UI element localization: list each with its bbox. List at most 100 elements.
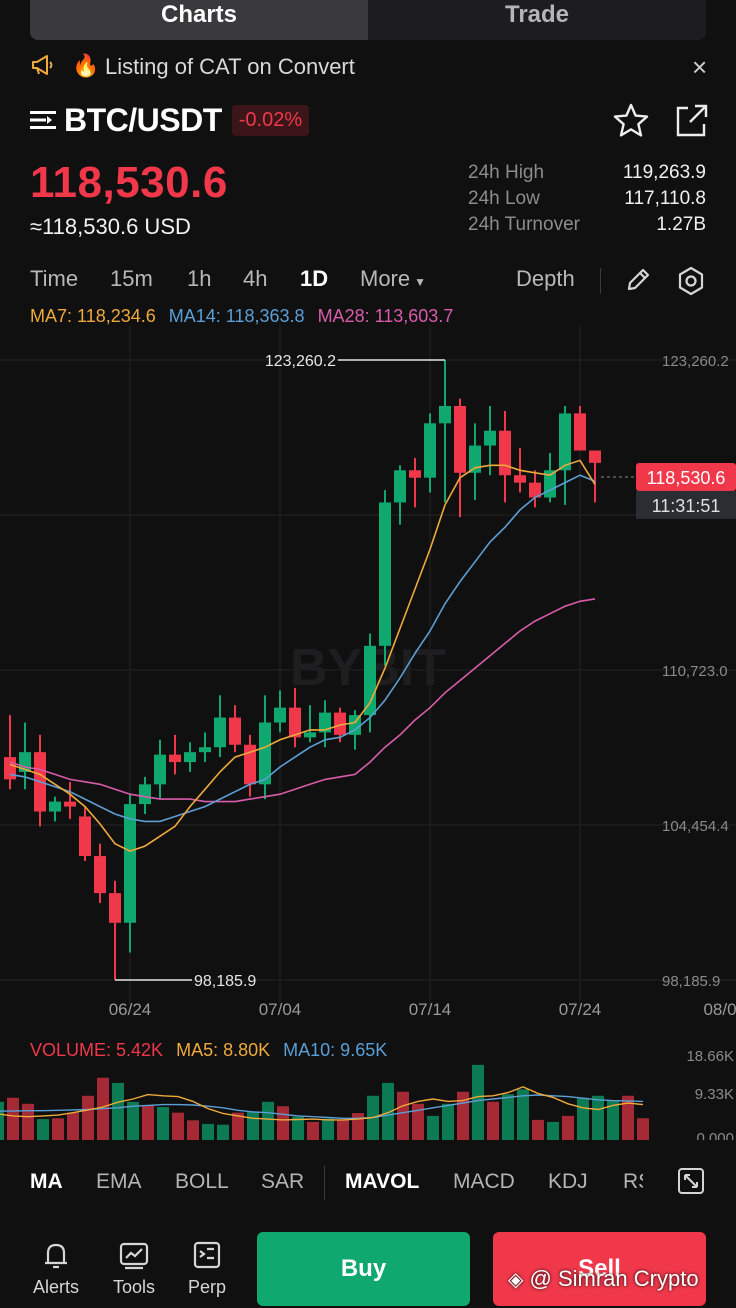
candle-up	[364, 645, 376, 716]
volume-ma5-line	[0, 1086, 644, 1121]
pair-menu-icon[interactable]	[30, 108, 58, 132]
date-axis-label: 06/24	[109, 1000, 152, 1019]
tab-trade[interactable]: Trade	[504, 1, 570, 28]
volume-bar	[352, 1113, 364, 1140]
nav-perp[interactable]: Perp	[177, 1238, 237, 1298]
volume-bar	[397, 1091, 409, 1140]
volume-bar	[547, 1121, 559, 1140]
ma28-line	[9, 598, 596, 803]
date-axis-label: 07/14	[409, 1000, 452, 1019]
divider	[600, 268, 601, 294]
candle-up	[379, 502, 391, 646]
candle-up	[154, 754, 166, 785]
volume-bar	[82, 1095, 94, 1140]
stat-label: 24h High	[468, 162, 545, 183]
ma14-value: MA14: 118,363.8	[168, 306, 305, 326]
stat-label: 24h Turnover	[468, 214, 580, 235]
candle-up	[469, 445, 481, 473]
volume-bar	[247, 1111, 259, 1140]
volume-bar	[292, 1116, 304, 1140]
ind-kdj[interactable]: KDJ	[548, 1170, 588, 1193]
close-icon[interactable]: ×	[692, 52, 708, 82]
volume-bar	[472, 1064, 484, 1140]
volume-bar	[322, 1118, 334, 1140]
candle-down	[244, 744, 256, 785]
candle-up	[274, 707, 286, 723]
tf-more[interactable]: More ▼	[360, 266, 426, 292]
tab-charts[interactable]: Charts	[30, 0, 368, 40]
volume-legend: VOLUME: 5.42K MA5: 8.80K MA10: 9.65K	[30, 1040, 387, 1061]
candle-up	[349, 715, 361, 735]
tf-1h[interactable]: 1h	[187, 266, 212, 291]
candle-down	[499, 430, 511, 476]
volume-axis-label: 9.33K	[695, 1086, 734, 1103]
last-price: 118,530.6	[30, 158, 228, 207]
announcement-bar[interactable]: 🔥 Listing of CAT on Convert ×	[30, 50, 710, 84]
sell-button[interactable]: Sell	[493, 1232, 706, 1306]
tf-time[interactable]: Time	[30, 266, 79, 291]
volume-bar	[37, 1119, 49, 1140]
current-price-tag: 118,530.6	[647, 468, 726, 488]
volume-ma10: MA10: 9.65K	[283, 1040, 388, 1060]
tf-15m[interactable]: 15m	[110, 266, 153, 291]
creator-watermark: ◈ @ Simran Crypto	[508, 1266, 699, 1292]
candle-up	[544, 470, 556, 498]
volume-bar	[262, 1101, 274, 1140]
ind-sar[interactable]: SAR	[261, 1170, 305, 1193]
ma7-line	[9, 459, 596, 852]
volume-bar	[127, 1101, 139, 1140]
high-marker-label: 123,260.2	[265, 353, 336, 370]
chevron-down-icon: ▼	[414, 275, 427, 289]
candle-down	[514, 475, 526, 483]
countdown-tag-bg	[636, 490, 736, 519]
nav-perp-label: Perp	[187, 1277, 227, 1297]
stat-value: 1.27B	[656, 214, 706, 235]
settings-icon[interactable]	[676, 266, 706, 296]
ind-macd[interactable]: MACD	[453, 1170, 515, 1193]
view-switcher: Charts Trade	[30, 0, 706, 40]
share-icon[interactable]	[672, 102, 710, 140]
star-icon[interactable]	[612, 102, 650, 140]
volume-bar	[607, 1100, 619, 1140]
nav-alerts[interactable]: Alerts	[26, 1238, 86, 1298]
tf-4h[interactable]: 4h	[243, 266, 268, 291]
creator-watermark-text: @ Simran Crypto	[529, 1266, 699, 1291]
ind-rsi[interactable]: RS	[623, 1170, 643, 1193]
tf-1d[interactable]: 1D	[300, 266, 329, 291]
ma28-value: MA28: 113,603.7	[317, 306, 454, 326]
candle-up	[139, 784, 151, 805]
current-price-tag-bg	[636, 462, 736, 491]
volume-bar	[562, 1115, 574, 1140]
megaphone-icon	[32, 55, 53, 75]
buy-button[interactable]: Buy	[257, 1232, 470, 1306]
candle-up	[319, 712, 331, 733]
ind-ema[interactable]: EMA	[96, 1170, 142, 1193]
candle-up	[484, 430, 496, 446]
candle-up	[439, 405, 451, 424]
volume-bar	[52, 1118, 64, 1140]
price-axis-label: 98,185.9	[662, 973, 720, 990]
pencil-icon[interactable]	[624, 266, 652, 294]
nav-tools[interactable]: Tools	[104, 1238, 164, 1298]
candle-down	[229, 717, 241, 745]
volume-bar	[0, 1101, 4, 1140]
ind-ma[interactable]: MA	[30, 1170, 63, 1193]
depth-tab[interactable]: Depth	[516, 266, 575, 291]
binance-icon: ◈	[508, 1269, 524, 1291]
price-axis-label: 123,260.2	[662, 353, 729, 370]
ind-boll[interactable]: BOLL	[175, 1170, 229, 1193]
stat-label: 24h Low	[468, 188, 540, 209]
candle-up	[214, 717, 226, 748]
candle-up	[259, 722, 271, 785]
candlestick-chart[interactable]: BYBIT123,260.2110,723.0104,454.498,185.9…	[0, 325, 736, 1140]
ind-mavol[interactable]: MAVOL	[345, 1170, 420, 1193]
volume-bar	[22, 1103, 34, 1140]
pair-symbol[interactable]: BTC/USDT	[64, 101, 222, 138]
tf-more-label: More	[360, 266, 411, 291]
fullscreen-icon[interactable]	[676, 1166, 706, 1196]
volume-bar	[142, 1105, 154, 1140]
volume-value: VOLUME: 5.42K	[30, 1040, 164, 1060]
candle-down	[64, 801, 76, 807]
volume-bar	[412, 1103, 424, 1140]
volume-bar	[487, 1101, 499, 1140]
